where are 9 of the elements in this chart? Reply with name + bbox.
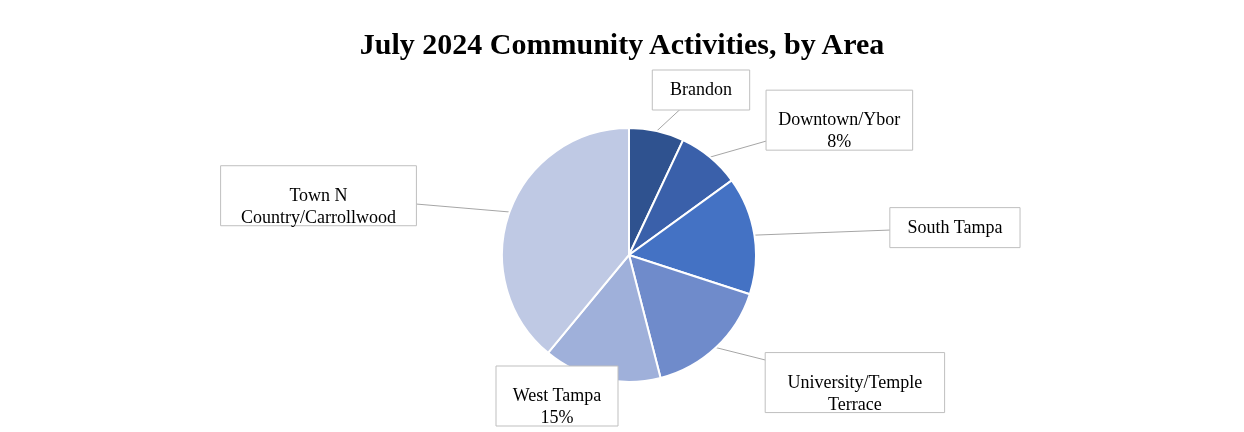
slice-label: Downtown/Ybor [778,109,901,130]
slice-label: Town N Country/Carrollwood [241,184,397,227]
data-label: 15% [540,407,574,427]
slice-label: South Tampa [907,216,1003,237]
slice-label: University/Temple Terrace [787,371,923,414]
chart-title: July 2024 Community Activities, by Area [359,27,885,60]
slice-label: West Tampa [512,385,602,405]
data-label: 8% [827,131,852,152]
slice-label: Brandon [669,79,732,99]
